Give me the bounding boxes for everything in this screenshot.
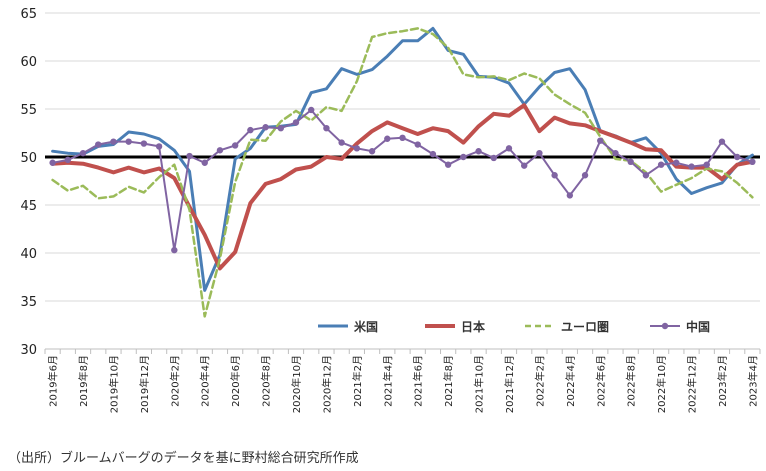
data-point — [247, 126, 254, 134]
y-axis-ticks: 30 35 40 45 50 55 60 65 — [20, 7, 37, 358]
legend-marker — [661, 322, 669, 330]
data-point — [95, 141, 102, 148]
x-tick-label: 2022年4月 — [564, 355, 577, 407]
series-line-2 — [51, 27, 754, 318]
data-point — [597, 137, 604, 144]
legend-label: 中国 — [686, 319, 710, 334]
data-point — [186, 152, 193, 160]
data-point — [627, 158, 634, 165]
y-tick-label: 60 — [20, 55, 37, 70]
y-tick-label: 65 — [20, 7, 37, 22]
data-point — [703, 161, 710, 168]
data-point — [216, 147, 224, 154]
x-tick-label: 2022年2月 — [533, 355, 546, 407]
x-axis: 2019年6月 2019年8月 2019年10月 2019年12月 2020年2月 202… — [44, 348, 761, 413]
series-line-0 — [51, 26, 754, 292]
data-point — [368, 148, 376, 155]
y-tick-label: 30 — [20, 343, 37, 358]
data-point — [384, 135, 391, 142]
x-tick-label: 2019年8月 — [77, 355, 90, 407]
data-point — [308, 106, 315, 114]
data-point — [49, 159, 56, 166]
x-tick-label: 2019年10月 — [107, 355, 120, 413]
data-point — [688, 163, 695, 170]
x-tick-label: 2020年8月 — [260, 355, 273, 407]
x-tick-label: 2021年6月 — [412, 355, 425, 407]
data-point — [155, 143, 163, 150]
data-point — [231, 142, 239, 149]
data-point — [171, 246, 178, 254]
legend: 米国 日本 ユーロ圏 中国 — [318, 319, 710, 334]
data-point — [140, 140, 148, 147]
x-tick-label: 2021年4月 — [381, 355, 394, 407]
data-point — [338, 139, 345, 146]
x-tick-label: 2021年2月 — [351, 355, 364, 407]
x-tick-label: 2019年6月 — [47, 355, 60, 407]
data-point — [521, 162, 528, 169]
data-point — [64, 156, 72, 164]
source-note: （出所）ブルームバーグのデータを基に野村総合研究所作成 — [8, 451, 359, 466]
data-point — [399, 134, 406, 141]
data-point — [292, 119, 300, 126]
data-point — [551, 172, 558, 179]
x-tick-label: 2021年8月 — [442, 355, 455, 407]
data-point — [642, 172, 650, 179]
data-point — [673, 159, 680, 166]
x-tick-label: 2019年12月 — [138, 355, 151, 413]
data-point — [566, 192, 574, 199]
data-point — [444, 161, 452, 168]
x-tick-label: 2022年8月 — [625, 355, 638, 407]
data-point — [277, 125, 284, 132]
y-tick-label: 45 — [20, 199, 37, 214]
data-point — [733, 153, 741, 161]
legend-label: 日本 — [461, 319, 485, 334]
legend-label: ユーロ圏 — [561, 320, 609, 334]
x-tick-label: 2022年6月 — [594, 355, 607, 407]
y-tick-label: 50 — [20, 151, 37, 166]
data-point — [657, 161, 665, 168]
legend-label: 米国 — [354, 319, 378, 334]
data-point — [323, 125, 330, 132]
x-tick-label: 2020年6月 — [229, 355, 242, 407]
x-tick-label: 2020年4月 — [199, 355, 212, 407]
data-point — [490, 154, 497, 162]
x-tick-label: 2021年12月 — [503, 355, 516, 413]
data-point — [201, 159, 208, 166]
x-tick-label: 2020年12月 — [320, 355, 333, 413]
x-tick-label: 2023年4月 — [746, 355, 759, 407]
data-point — [475, 148, 482, 155]
x-tick-label: 2022年10月 — [655, 355, 668, 413]
x-tick-label: 2021年10月 — [473, 355, 486, 413]
data-point — [505, 145, 513, 152]
data-point — [414, 141, 421, 148]
data-point — [110, 138, 117, 145]
x-tick-label: 2023年2月 — [716, 355, 729, 407]
data-point — [262, 124, 269, 131]
data-point — [125, 138, 132, 145]
data-point — [79, 149, 87, 157]
data-point — [536, 149, 543, 157]
data-point — [429, 150, 437, 158]
data-point — [718, 138, 726, 145]
x-tick-label: 2020年10月 — [290, 355, 303, 413]
data-point — [460, 153, 467, 161]
y-tick-label: 40 — [20, 247, 37, 262]
y-tick-label: 35 — [20, 295, 37, 310]
y-tick-label: 55 — [20, 103, 37, 118]
data-point — [749, 158, 756, 165]
series-line-1 — [50, 103, 755, 271]
x-tick-label: 2020年2月 — [168, 355, 181, 407]
data-point — [581, 172, 589, 179]
series-group — [49, 26, 756, 318]
data-point — [353, 145, 361, 152]
x-tick-label: 2022年12月 — [686, 355, 699, 413]
data-point — [612, 149, 619, 157]
